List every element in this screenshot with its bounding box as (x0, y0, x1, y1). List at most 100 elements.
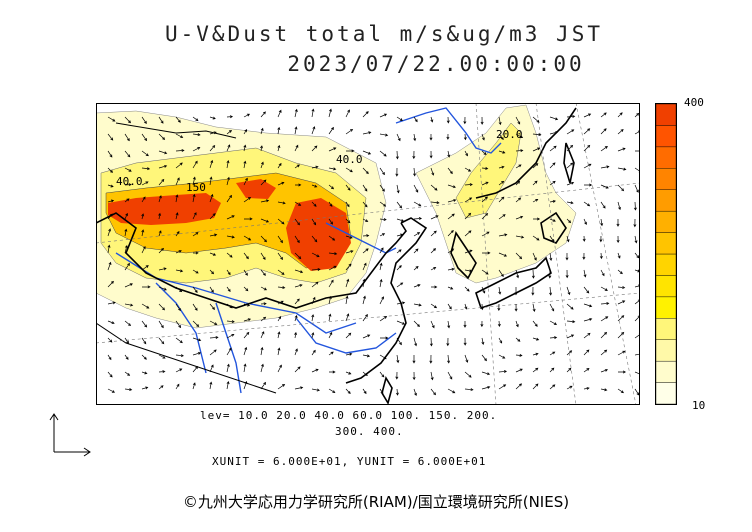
wind-vector (243, 346, 248, 356)
wind-vector (141, 337, 147, 345)
wind-vector (260, 269, 266, 276)
wind-vector (464, 230, 472, 237)
coastline (475, 107, 577, 199)
wind-vector (412, 371, 416, 381)
wind-vector (311, 349, 316, 356)
wind-vector (107, 371, 113, 378)
wind-vector (515, 116, 521, 125)
wind-vector (141, 386, 149, 390)
wind-vector (634, 371, 640, 376)
wind-vector (447, 248, 455, 254)
chart-timestamp: 2023/07/22.00:00:00 (287, 52, 585, 76)
wind-vector (379, 316, 388, 322)
wind-vector (429, 337, 433, 347)
wind-vector (158, 212, 162, 220)
wind-vector (430, 167, 435, 176)
wind-vector (311, 201, 317, 207)
wind-vector (192, 303, 198, 311)
wind-vector (549, 199, 556, 203)
wind-vector (260, 286, 268, 291)
graticule-layer (96, 103, 640, 405)
wind-vector (124, 183, 132, 187)
wind-vector (413, 133, 417, 142)
wind-vector (566, 320, 576, 324)
wind-vector (430, 320, 435, 329)
wind-vector (413, 184, 419, 193)
wind-vector (209, 381, 213, 390)
colorbar-swatches (655, 103, 677, 405)
wind-vector (497, 303, 501, 312)
wind-vector (413, 388, 417, 397)
wind-vector (277, 252, 284, 261)
wind-vector (566, 201, 574, 205)
wind-vector (515, 180, 521, 186)
wind-vector (294, 314, 298, 322)
wind-vector (430, 388, 437, 396)
wind-vector (600, 388, 608, 392)
wind-vector (617, 331, 625, 339)
wind-vector (413, 248, 419, 254)
wind-vector (481, 181, 489, 186)
wind-vector (413, 116, 418, 123)
wind-vector (617, 300, 626, 305)
wind-vector (464, 197, 473, 203)
colorbar-swatch (655, 253, 677, 276)
wind-vector (311, 108, 315, 118)
wind-vector (498, 150, 506, 154)
wind-vector (209, 176, 213, 186)
wind-vector (481, 231, 490, 237)
wind-vector (141, 265, 149, 271)
wind-vector (277, 201, 286, 205)
river-line (155, 282, 207, 374)
wind-vector (362, 334, 371, 339)
wind-vector (532, 235, 540, 241)
wind-vector (464, 150, 468, 157)
wind-vector (260, 346, 264, 356)
wind-vector (141, 150, 149, 157)
wind-vector (447, 184, 456, 189)
wind-vector (429, 354, 433, 364)
wind-vector (124, 198, 130, 203)
wind-vector (141, 213, 145, 220)
wind-vector (599, 252, 603, 260)
contour-label: 150 (186, 181, 206, 194)
wind-vector (429, 150, 433, 159)
wind-vector (243, 113, 251, 118)
wind-vector (362, 371, 368, 377)
wind-vector (583, 163, 592, 169)
wind-vector (532, 252, 537, 261)
wind-vector (396, 184, 400, 194)
wind-vector (396, 201, 403, 209)
wind-vector (175, 177, 180, 186)
wind-vector (379, 262, 383, 271)
wind-vector (260, 252, 266, 260)
wind-vector (294, 108, 298, 118)
wind-vector (447, 303, 452, 310)
wind-vector (600, 128, 607, 135)
wind-vector (599, 235, 603, 243)
wind-vector (430, 201, 440, 205)
wind-vector (277, 235, 283, 244)
wind-vector (566, 303, 574, 310)
wind-vector (549, 162, 556, 169)
wind-vector (582, 252, 586, 260)
wind-vector (124, 245, 128, 254)
contour-levels-line1: lev= 10.0 20.0 40.0 60.0 100. 150. 200. (200, 409, 498, 422)
wind-vector (481, 385, 491, 390)
wind-vector (226, 176, 230, 186)
wind-vector (583, 128, 591, 135)
wind-vector (328, 370, 336, 374)
wind-vector (549, 384, 556, 390)
wind-vector (362, 388, 367, 395)
wind-vector (107, 301, 116, 305)
wind-vector (192, 160, 198, 169)
wind-vector (396, 249, 402, 254)
wind-vector (379, 388, 384, 395)
wind-vector (175, 286, 183, 293)
wind-vector (430, 116, 434, 123)
wind-vector (565, 252, 569, 261)
wind-vector (277, 109, 282, 118)
chart-title: U-V&Dust total m/s&ug/m3 JST (164, 22, 603, 46)
wind-vector (395, 167, 399, 177)
wind-vector (243, 160, 247, 169)
